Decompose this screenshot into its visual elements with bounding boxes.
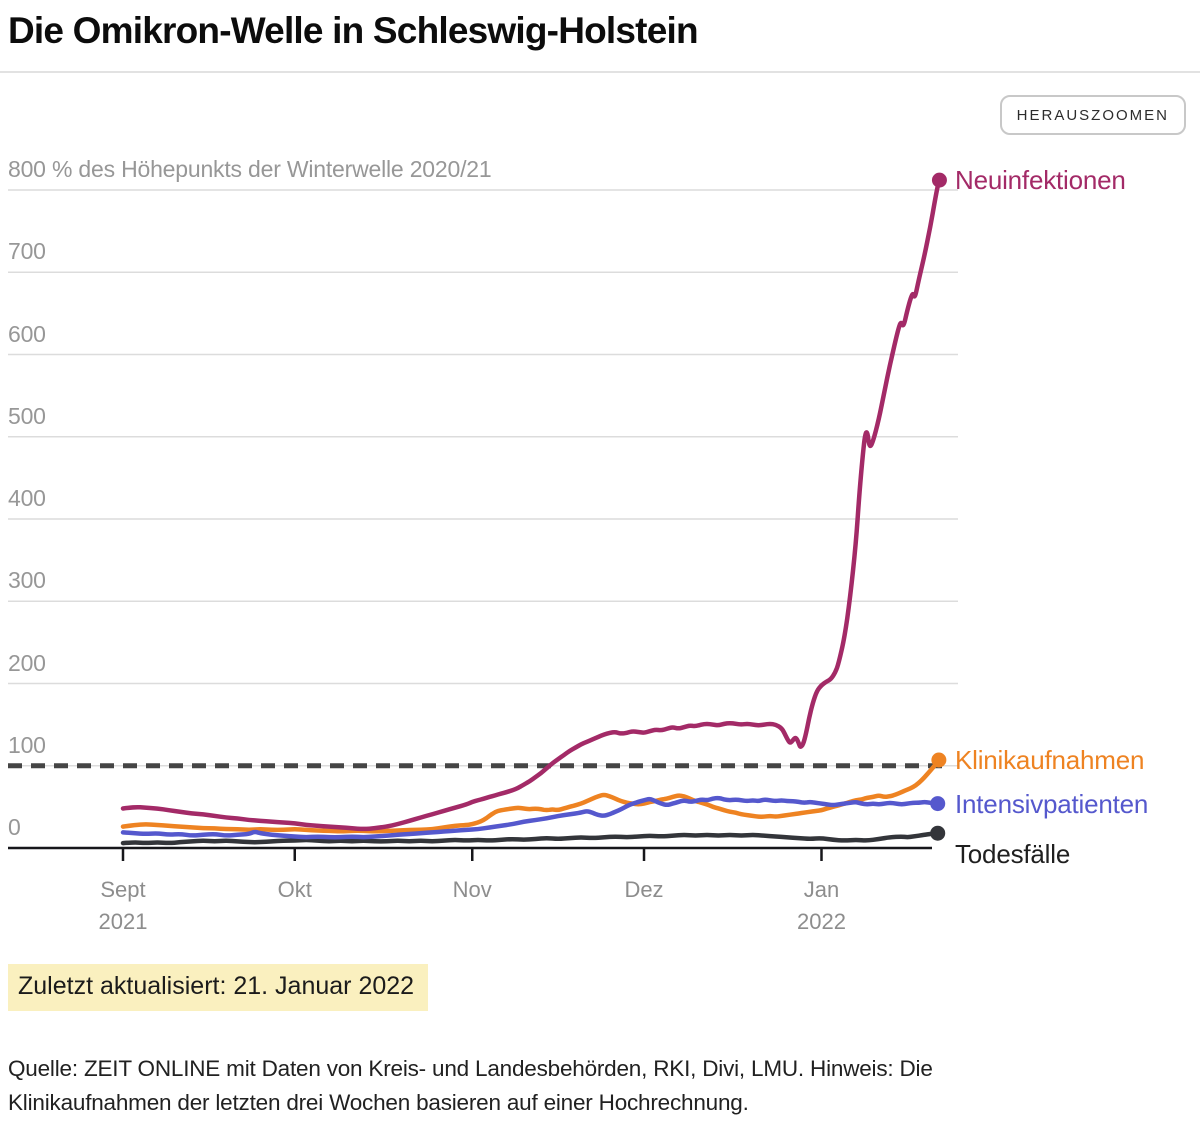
series-end-dot-todesfaelle xyxy=(930,825,946,841)
series-line-intensivpatienten xyxy=(120,795,940,840)
series-line-neuinfektionen xyxy=(120,177,942,832)
source-note: Quelle: ZEIT ONLINE mit Daten von Kreis-… xyxy=(8,1056,933,1115)
y-axis-tick-label: 700 xyxy=(8,238,46,265)
series-end-dot-neuinfektionen xyxy=(931,172,947,188)
x-axis-month-label: Dez xyxy=(624,877,664,902)
series-line-todesfaelle xyxy=(120,830,940,846)
x-axis-month-label: Nov xyxy=(452,877,492,902)
legend-neuinfektionen: Neuinfektionen xyxy=(955,165,1126,196)
y-axis-tick-label: 600 xyxy=(8,320,46,347)
last-updated-badge: Zuletzt aktualisiert: 21. Januar 2022 xyxy=(8,964,429,1011)
page-title: Die Omikron-Welle in Schleswig-Holstein xyxy=(8,10,699,51)
series-end-dot-klinikaufnahmen xyxy=(931,752,947,768)
zoom-out-button[interactable]: HERAUSZOOMEN xyxy=(999,95,1186,135)
legend-intensivpatienten: Intensivpatienten xyxy=(955,788,1149,819)
x-axis-labels: Sept 2021 Okt Nov Dez Jan 2022 xyxy=(0,874,1200,944)
title-divider xyxy=(0,71,1200,73)
y-axis-tick-label: 800 % des Höhepunkts der Winterwelle 202… xyxy=(8,156,492,182)
y-axis-tick-label: 0 xyxy=(8,814,21,840)
y-axis-tick-label: 400 xyxy=(8,485,46,511)
y-axis-tick-label: 100 xyxy=(8,731,46,758)
x-axis-month-label: Sept 2021 xyxy=(98,877,148,934)
y-axis-tick-label: 300 xyxy=(8,567,46,594)
x-axis-month-label: Jan 2022 xyxy=(797,877,846,934)
y-axis-tick-label: 200 xyxy=(8,649,46,676)
series-end-dot-intensivpatienten xyxy=(930,796,946,812)
legend-todesfaelle: Todesfälle xyxy=(955,839,1071,870)
x-axis-month-label: Okt xyxy=(277,877,312,902)
legend-klinikaufnahmen: Klinikaufnahmen xyxy=(955,744,1145,775)
y-axis-tick-label: 500 xyxy=(8,402,46,429)
